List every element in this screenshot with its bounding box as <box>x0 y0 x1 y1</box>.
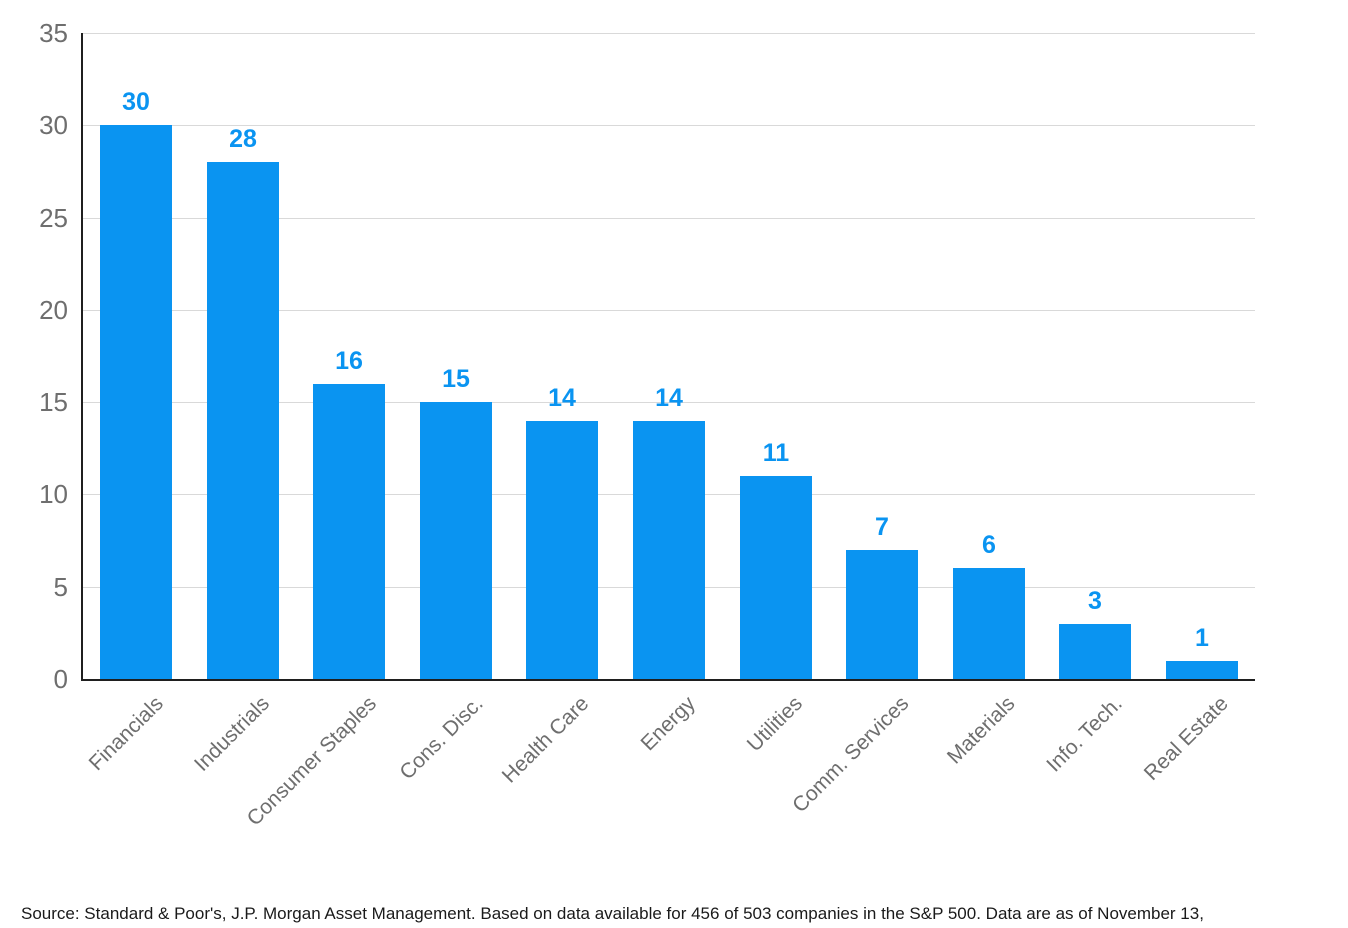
y-axis-line <box>81 33 83 681</box>
bar <box>1166 661 1238 679</box>
x-axis-label: Health Care <box>498 692 594 788</box>
x-axis-line <box>81 679 1255 681</box>
x-axis-label: Industrials <box>190 692 275 776</box>
bar-value-label: 11 <box>762 439 790 467</box>
x-axis-label: Real Estate <box>1139 692 1233 786</box>
bar-value-label: 6 <box>982 531 996 559</box>
source-note: Source: Standard & Poor's, J.P. Morgan A… <box>21 904 1204 923</box>
gridline <box>83 125 1255 126</box>
x-axis-label: Financials <box>84 692 168 776</box>
gridline <box>83 218 1255 219</box>
bar <box>207 162 279 679</box>
gridline <box>83 310 1255 311</box>
bar <box>1059 624 1131 679</box>
gridline <box>83 33 1255 34</box>
bar-value-label: 15 <box>442 365 470 393</box>
bar-value-label: 3 <box>1088 587 1102 615</box>
bar-value-label: 16 <box>335 347 363 375</box>
y-tick-label: 15 <box>39 387 68 417</box>
x-axis-label: Energy <box>636 692 701 756</box>
x-axis-label: Comm. Services <box>788 692 914 818</box>
x-axis-label: Utilities <box>742 692 807 757</box>
y-tick-label: 35 <box>39 18 68 48</box>
x-axis-label: Cons. Disc. <box>395 692 488 785</box>
bar-value-label: 7 <box>875 513 889 541</box>
y-tick-label: 30 <box>39 110 68 140</box>
gridline <box>83 402 1255 403</box>
y-tick-label: 20 <box>39 295 68 325</box>
bar-value-label: 1 <box>1195 624 1209 652</box>
x-axis-label: Info. Tech. <box>1041 692 1127 777</box>
x-axis-label: Materials <box>943 692 1020 769</box>
bar <box>313 384 385 679</box>
y-tick-label: 0 <box>53 664 68 694</box>
bar-value-label: 14 <box>655 384 683 412</box>
bar-value-label: 14 <box>548 384 576 412</box>
y-tick-label: 5 <box>53 572 68 602</box>
bar <box>740 476 812 679</box>
bar <box>633 421 705 679</box>
y-tick-label: 10 <box>39 479 68 509</box>
bar <box>846 550 918 679</box>
bar <box>420 402 492 679</box>
bar <box>953 568 1025 679</box>
bar-value-label: 30 <box>122 88 150 116</box>
bar <box>100 125 172 679</box>
bar <box>526 421 598 679</box>
bar-value-label: 28 <box>229 125 257 153</box>
y-tick-label: 25 <box>39 203 68 233</box>
